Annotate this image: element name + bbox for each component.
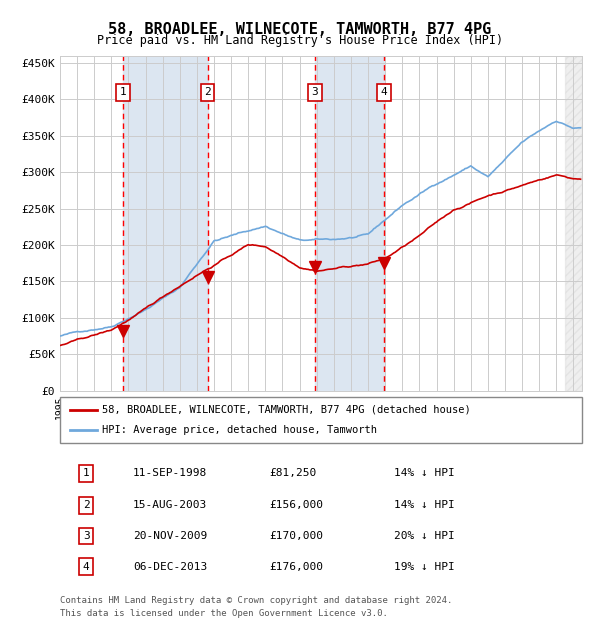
Text: 19% ↓ HPI: 19% ↓ HPI (394, 562, 455, 572)
Text: Price paid vs. HM Land Registry's House Price Index (HPI): Price paid vs. HM Land Registry's House … (97, 34, 503, 47)
Text: 2: 2 (83, 500, 89, 510)
Text: 3: 3 (83, 531, 89, 541)
Text: £170,000: £170,000 (269, 531, 323, 541)
Text: 3: 3 (311, 87, 319, 97)
Text: 14% ↓ HPI: 14% ↓ HPI (394, 500, 455, 510)
Text: 1: 1 (120, 87, 127, 97)
Text: 4: 4 (380, 87, 387, 97)
Text: This data is licensed under the Open Government Licence v3.0.: This data is licensed under the Open Gov… (60, 609, 388, 618)
Text: Contains HM Land Registry data © Crown copyright and database right 2024.: Contains HM Land Registry data © Crown c… (60, 596, 452, 606)
Text: 11-SEP-1998: 11-SEP-1998 (133, 469, 208, 479)
Text: £176,000: £176,000 (269, 562, 323, 572)
Text: 14% ↓ HPI: 14% ↓ HPI (394, 469, 455, 479)
Bar (315, 56, 384, 391)
Text: 15-AUG-2003: 15-AUG-2003 (133, 500, 208, 510)
Text: 4: 4 (83, 562, 89, 572)
Text: £81,250: £81,250 (269, 469, 316, 479)
Text: 06-DEC-2013: 06-DEC-2013 (133, 562, 208, 572)
Text: 58, BROADLEE, WILNECOTE, TAMWORTH, B77 4PG: 58, BROADLEE, WILNECOTE, TAMWORTH, B77 4… (109, 22, 491, 37)
FancyBboxPatch shape (60, 397, 582, 443)
Text: 20% ↓ HPI: 20% ↓ HPI (394, 531, 455, 541)
Text: 58, BROADLEE, WILNECOTE, TAMWORTH, B77 4PG (detached house): 58, BROADLEE, WILNECOTE, TAMWORTH, B77 4… (102, 405, 470, 415)
Text: 1: 1 (83, 469, 89, 479)
Bar (565, 56, 582, 391)
Text: £156,000: £156,000 (269, 500, 323, 510)
Text: 2: 2 (204, 87, 211, 97)
Text: 20-NOV-2009: 20-NOV-2009 (133, 531, 208, 541)
Bar (123, 56, 208, 391)
Text: HPI: Average price, detached house, Tamworth: HPI: Average price, detached house, Tamw… (102, 425, 377, 435)
